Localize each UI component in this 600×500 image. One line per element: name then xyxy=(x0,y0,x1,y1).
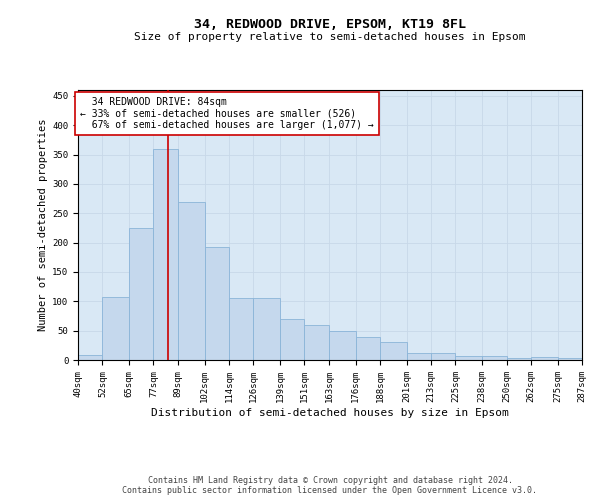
Text: 34 REDWOOD DRIVE: 84sqm
← 33% of semi-detached houses are smaller (526)
  67% of: 34 REDWOOD DRIVE: 84sqm ← 33% of semi-de… xyxy=(80,97,374,130)
Bar xyxy=(329,330,356,360)
Bar xyxy=(506,358,531,360)
Bar xyxy=(280,319,304,360)
Bar xyxy=(407,353,431,360)
Bar xyxy=(431,353,455,360)
Bar xyxy=(129,228,154,360)
Bar xyxy=(380,342,407,360)
Bar xyxy=(356,336,380,360)
Bar xyxy=(205,248,229,360)
Bar xyxy=(482,356,506,360)
Bar xyxy=(178,202,205,360)
Bar xyxy=(253,298,280,360)
Y-axis label: Number of semi-detached properties: Number of semi-detached properties xyxy=(38,118,48,331)
Bar xyxy=(455,356,482,360)
Bar xyxy=(154,148,178,360)
Bar xyxy=(304,325,329,360)
Text: Contains HM Land Registry data © Crown copyright and database right 2024.
Contai: Contains HM Land Registry data © Crown c… xyxy=(122,476,538,495)
Bar xyxy=(229,298,253,360)
Bar xyxy=(531,357,557,360)
Bar xyxy=(557,358,582,360)
Bar xyxy=(103,297,129,360)
Bar xyxy=(78,356,103,360)
X-axis label: Distribution of semi-detached houses by size in Epsom: Distribution of semi-detached houses by … xyxy=(151,408,509,418)
Text: Size of property relative to semi-detached houses in Epsom: Size of property relative to semi-detach… xyxy=(134,32,526,42)
Text: 34, REDWOOD DRIVE, EPSOM, KT19 8FL: 34, REDWOOD DRIVE, EPSOM, KT19 8FL xyxy=(194,18,466,30)
